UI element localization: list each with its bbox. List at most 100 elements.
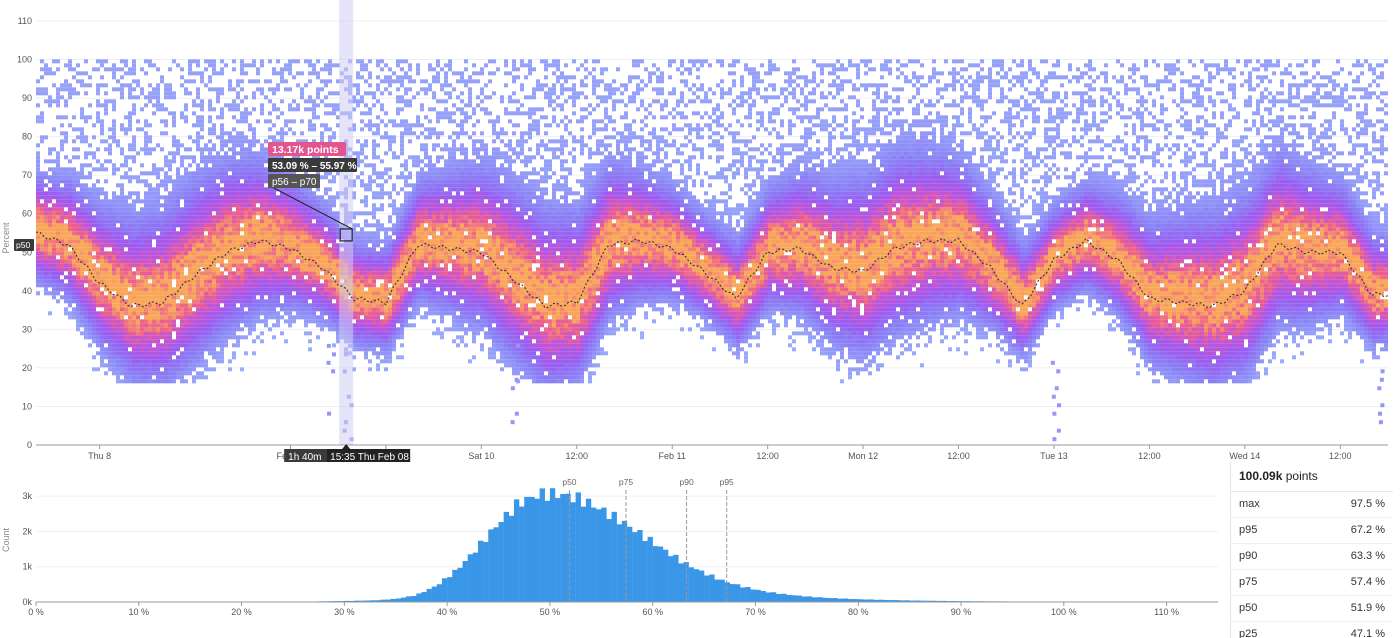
heatmap-cell bbox=[76, 127, 80, 132]
heatmap-cell bbox=[236, 239, 240, 244]
heatmap-cell bbox=[228, 271, 232, 276]
heatmap-cell bbox=[140, 311, 144, 316]
heatmap-cell bbox=[200, 135, 204, 140]
heatmap-cell bbox=[388, 351, 392, 356]
heatmap-cell bbox=[188, 135, 192, 140]
heatmap-cell bbox=[248, 147, 252, 152]
y-axis-title: Percent bbox=[1, 222, 11, 254]
heatmap-cell bbox=[196, 211, 200, 216]
heatmap-cell bbox=[144, 315, 148, 320]
heatmap-cell bbox=[424, 207, 428, 212]
heatmap-cell bbox=[292, 187, 296, 192]
heatmap-cell bbox=[172, 195, 176, 200]
heatmap-cell bbox=[132, 275, 136, 280]
heatmap-cell bbox=[184, 231, 188, 236]
heatmap-cell bbox=[120, 267, 124, 272]
heatmap-cell bbox=[352, 195, 356, 200]
heatmap-cell bbox=[228, 211, 232, 216]
heatmap-cell bbox=[112, 259, 116, 264]
heatmap-cell bbox=[112, 223, 116, 228]
heatmap-cell bbox=[204, 59, 208, 64]
heatmap-cell bbox=[288, 67, 292, 72]
heatmap-cell bbox=[408, 127, 412, 132]
heatmap-cell bbox=[72, 247, 76, 252]
heatmap-cell bbox=[164, 247, 168, 252]
heatmap-cell bbox=[44, 291, 48, 296]
heatmap-cell bbox=[120, 319, 124, 324]
heatmap-cell bbox=[328, 91, 332, 96]
heatmap-cell bbox=[188, 271, 192, 276]
heatmap-cell bbox=[168, 223, 172, 228]
heatmap-cell bbox=[240, 135, 244, 140]
heatmap-cell bbox=[412, 259, 416, 264]
heatmap-cell bbox=[368, 251, 372, 256]
heatmap-cell bbox=[140, 327, 144, 332]
heatmap-cell bbox=[364, 187, 368, 192]
heatmap-cell bbox=[228, 275, 232, 280]
heatmap-cell bbox=[396, 243, 400, 248]
heatmap-cell bbox=[260, 259, 264, 264]
heatmap-cell bbox=[376, 351, 380, 356]
heatmap-cell bbox=[220, 235, 224, 240]
heatmap-cell bbox=[128, 119, 132, 124]
heatmap-cell bbox=[356, 347, 360, 352]
heatmap-cell bbox=[188, 71, 192, 76]
heatmap-cell bbox=[40, 211, 44, 216]
heatmap-cell bbox=[308, 307, 312, 312]
heatmap-cell bbox=[332, 107, 336, 112]
heatmap-cell bbox=[368, 123, 372, 128]
heatmap-cell bbox=[372, 91, 376, 96]
heatmap-cell bbox=[108, 159, 112, 164]
heatmap-cell bbox=[236, 335, 240, 340]
heatmap-cell bbox=[200, 315, 204, 320]
heatmap-cell bbox=[72, 67, 76, 72]
heatmap-cell bbox=[116, 351, 120, 356]
heatmap-cell bbox=[388, 83, 392, 88]
heatmap-cell bbox=[108, 231, 112, 236]
heatmap-cell bbox=[280, 247, 284, 252]
heatmap-cell bbox=[124, 211, 128, 216]
heatmap-cell bbox=[80, 267, 84, 272]
heatmap-cell bbox=[384, 263, 388, 268]
heatmap-cell bbox=[144, 311, 148, 316]
heatmap-cell bbox=[216, 287, 220, 292]
heatmap-cell bbox=[184, 211, 188, 216]
heatmap-cell bbox=[92, 167, 96, 172]
heatmap-cell bbox=[144, 283, 148, 288]
heatmap-cell bbox=[176, 331, 180, 336]
heatmap-cell bbox=[156, 87, 160, 92]
heatmap-cell bbox=[328, 139, 332, 144]
heatmap-cell bbox=[100, 191, 104, 196]
heatmap-cell bbox=[184, 283, 188, 288]
heatmap-cell bbox=[92, 267, 96, 272]
heatmap-cell bbox=[208, 331, 212, 336]
heatmap-cell bbox=[332, 251, 336, 256]
heatmap-cell bbox=[160, 379, 164, 384]
heatmap-cell bbox=[180, 175, 184, 180]
heatmap-cell bbox=[312, 127, 316, 132]
heatmap-cell bbox=[296, 227, 300, 232]
heatmap-cell bbox=[64, 259, 68, 264]
heatmap-cell bbox=[280, 111, 284, 116]
heatmap-cell bbox=[84, 223, 88, 228]
heatmap-cell bbox=[412, 283, 416, 288]
heatmap-cell bbox=[88, 243, 92, 248]
heatmap-cell bbox=[384, 259, 388, 264]
heatmap-cell bbox=[248, 331, 252, 336]
heatmap-cell bbox=[288, 263, 292, 268]
heatmap-cell bbox=[420, 103, 424, 108]
heatmap-cell bbox=[296, 279, 300, 284]
heatmap-cell bbox=[140, 267, 144, 272]
heatmap-cell bbox=[60, 139, 64, 144]
heatmap-cell bbox=[160, 231, 164, 236]
heatmap-cell bbox=[284, 219, 288, 224]
heatmap-cell bbox=[364, 239, 368, 244]
heatmap-cell bbox=[232, 175, 236, 180]
heatmap-cell bbox=[316, 75, 320, 80]
heatmap-cell bbox=[84, 311, 88, 316]
heatmap-cell bbox=[292, 119, 296, 124]
heatmap-cell bbox=[112, 87, 116, 92]
heatmap-cell bbox=[164, 87, 168, 92]
heatmap-cell bbox=[192, 339, 196, 344]
